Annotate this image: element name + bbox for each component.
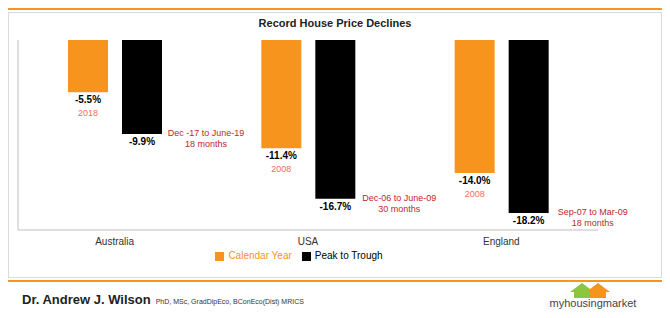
- svg-text:2008: 2008: [465, 189, 485, 199]
- svg-text:-14.0%: -14.0%: [459, 175, 491, 186]
- html-text:Peak to Trough: Peak to Trough: [314, 250, 383, 261]
- html-text:PhD, MSc, GradDipEco, BConEco(: PhD, MSc, GradDipEco, BConEco(Dist) MRIC…: [155, 298, 304, 305]
- svg-text:USA: USA: [298, 236, 319, 247]
- svg-text:30 months: 30 months: [378, 204, 421, 214]
- svg-text:-18.2%: -18.2%: [513, 215, 545, 226]
- svg-text:18 months: 18 months: [185, 139, 228, 149]
- svg-text:-9.9%: -9.9%: [129, 136, 155, 147]
- svg-text:Australia: Australia: [95, 236, 134, 247]
- html-text:Record House Price Declines: Record House Price Declines: [258, 17, 412, 29]
- svg-text:2018: 2018: [78, 108, 98, 118]
- html-text:Dr. Andrew J. Wilson: Dr. Andrew J. Wilson: [22, 292, 151, 307]
- svg-text:Dec -17 to June-19: Dec -17 to June-19: [168, 128, 245, 138]
- svg-text:18 months: 18 months: [572, 218, 615, 228]
- html-text:Calendar Year: Calendar Year: [228, 250, 292, 261]
- svg-text:2008: 2008: [271, 164, 291, 174]
- svg-text:-11.4%: -11.4%: [266, 150, 297, 161]
- svg-text:Dec-06 to June-09: Dec-06 to June-09: [362, 193, 436, 203]
- svg-text:-16.7%: -16.7%: [319, 201, 351, 212]
- svg-text:England: England: [483, 236, 520, 247]
- svg-text:Sep-07 to Mar-09: Sep-07 to Mar-09: [558, 207, 628, 217]
- html-text:myhousingmarket: myhousingmarket: [549, 297, 637, 309]
- svg-text:-5.5%: -5.5%: [75, 94, 101, 105]
